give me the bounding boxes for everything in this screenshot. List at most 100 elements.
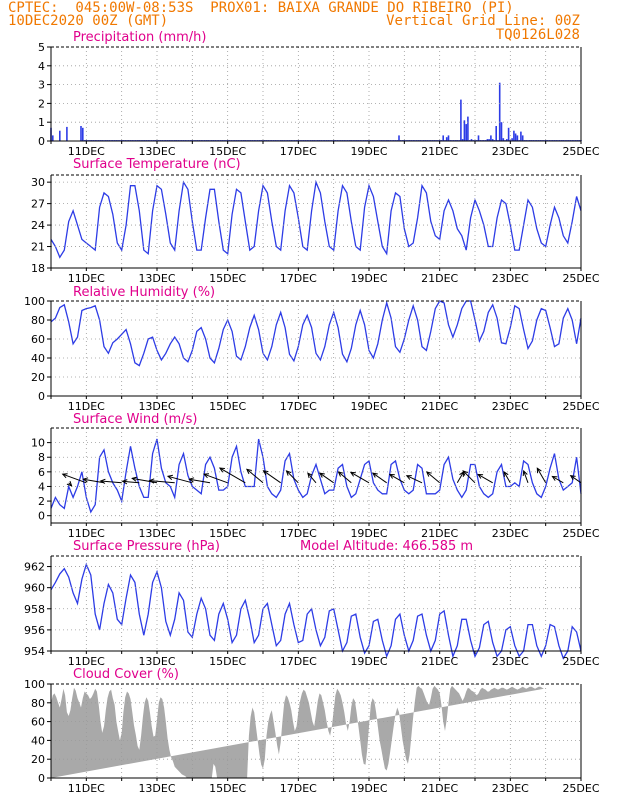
- wind-arrow: [338, 471, 352, 484]
- y-tick-label: 18: [31, 262, 45, 275]
- precip-bar: [507, 127, 510, 141]
- x-tick-label: 13DEC: [138, 655, 175, 668]
- wind-arrow: [122, 480, 140, 484]
- y-tick-label: 8: [38, 451, 45, 464]
- y-tick-label: 40: [31, 734, 45, 747]
- wind-arrow-head: [371, 472, 378, 478]
- wind-arrow-head: [503, 470, 509, 477]
- wind-arrow-head: [285, 470, 292, 476]
- wind-arrow-head: [99, 478, 106, 484]
- wind-arrow-head: [66, 480, 73, 487]
- x-tick-label: 11DEC: [68, 782, 105, 795]
- y-tick-label: 20: [31, 753, 45, 766]
- y-tick-label: 30: [31, 176, 45, 189]
- panel-subtitle: Model Altitude: 466.585 m: [300, 539, 473, 554]
- x-tick-label: 13DEC: [138, 145, 175, 158]
- x-tick-label: 23DEC: [492, 400, 529, 413]
- precip-bar: [66, 126, 68, 141]
- temp-line: [50, 179, 582, 259]
- x-tick-label: 19DEC: [350, 400, 387, 413]
- precip-bar: [52, 135, 54, 141]
- wind-arrow: [100, 480, 122, 484]
- precip-bar: [445, 137, 448, 141]
- wind-arrow: [570, 475, 582, 484]
- x-tick-label: 25DEC: [562, 782, 599, 795]
- wind-arrow: [523, 470, 529, 483]
- wind-arrow: [263, 470, 281, 484]
- wind-arrow: [389, 473, 405, 484]
- x-tick-label: 23DEC: [492, 272, 529, 285]
- wind-arrow: [307, 472, 317, 484]
- wind-arrow-head: [569, 474, 576, 481]
- precip-bar: [521, 135, 524, 141]
- wind-arrow-head: [462, 470, 468, 476]
- wind-arrow: [189, 478, 211, 484]
- wind-arrow: [246, 468, 264, 484]
- x-tick-label: 17DEC: [280, 655, 317, 668]
- x-tick-label: 17DEC: [280, 272, 317, 285]
- x-tick-label: 25DEC: [562, 527, 599, 540]
- x-tick-label: 15DEC: [209, 145, 246, 158]
- precip-bar: [477, 135, 480, 141]
- x-tick-label: 19DEC: [350, 782, 387, 795]
- y-tick-label: 2: [38, 495, 45, 508]
- wind-arrow-head: [246, 468, 252, 475]
- precip-bar: [516, 135, 519, 141]
- precip-bar: [498, 82, 501, 141]
- wind-arrow-head: [202, 473, 210, 479]
- wind-arrow-head: [318, 472, 325, 478]
- precip-bar: [513, 130, 515, 141]
- precip-bar: [500, 122, 503, 141]
- x-tick-label: 25DEC: [562, 272, 599, 285]
- panel-pres: 954 956 958 960 962 11DEC 13DEC 15DEC 17DEC 19DEC…: [24, 539, 600, 668]
- precip-bar: [461, 139, 464, 141]
- panel-title: Precipitation (mm/h): [73, 30, 206, 45]
- header-grid-note: Vertical Grid Line: 00Z: [386, 13, 580, 29]
- x-tick-label: 13DEC: [138, 400, 175, 413]
- y-tick-label: 954: [24, 645, 45, 658]
- wind-arrow: [319, 472, 334, 484]
- wind-arrow-head: [388, 473, 395, 479]
- precip-bar: [465, 124, 467, 141]
- cloud-cover-area: [51, 685, 544, 778]
- x-tick-label: 25DEC: [562, 145, 599, 158]
- y-tick-label: 3: [38, 79, 45, 92]
- y-tick-label: 80: [31, 697, 45, 710]
- wind-arrow-head: [262, 470, 269, 476]
- precip-bar: [470, 139, 473, 141]
- wind-arrow: [552, 476, 564, 484]
- wind-arrow: [219, 467, 246, 484]
- wind-arrow: [167, 475, 193, 484]
- x-tick-label: 23DEC: [492, 655, 529, 668]
- x-tick-label: 21DEC: [421, 400, 458, 413]
- precip-bar: [467, 116, 469, 141]
- wind-arrow: [503, 471, 511, 484]
- x-tick-label: 19DEC: [350, 272, 387, 285]
- wind-arrow-head: [307, 472, 313, 479]
- wind-arrow: [350, 471, 370, 484]
- precip-bar: [398, 135, 400, 141]
- panel-title: Surface Temperature (nC): [73, 157, 241, 172]
- precip-bar: [463, 120, 466, 141]
- panel-wind: 0 2 46 810 11DEC 13DEC 15DEC 17DEC 19DEC 21DEC 23D…: [31, 412, 600, 540]
- x-tick-label: 19DEC: [350, 655, 387, 668]
- wind-arrow-head: [405, 475, 412, 480]
- wind-arrow-head: [218, 467, 225, 473]
- y-tick-label: 20: [31, 371, 45, 384]
- x-tick-label: 23DEC: [492, 782, 529, 795]
- wind-arrow-head: [551, 475, 558, 481]
- y-tick-label: 5: [38, 41, 45, 54]
- wind-arrow: [406, 475, 423, 484]
- x-tick-label: 17DEC: [280, 527, 317, 540]
- wind-arrow-head: [188, 477, 195, 483]
- y-tick-label: 4: [38, 480, 45, 493]
- wind-arrow-head: [148, 478, 155, 484]
- wind-arrow: [83, 478, 105, 484]
- x-tick-label: 11DEC: [68, 400, 105, 413]
- x-tick-label: 11DEC: [68, 272, 105, 285]
- panel-title: Surface Pressure (hPa): [73, 539, 220, 554]
- precip-bar: [460, 99, 462, 141]
- y-tick-label: 0: [38, 135, 45, 148]
- panel-title: Surface Wind (m/s): [73, 412, 197, 427]
